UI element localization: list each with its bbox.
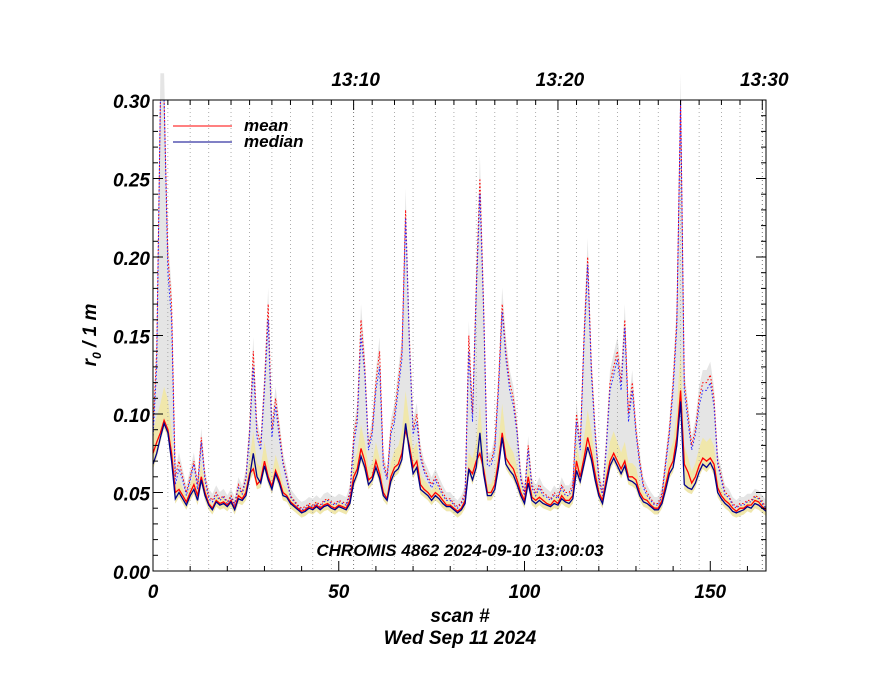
y-tick-label: 0.05 <box>113 485 150 506</box>
legend-median-label: median <box>244 132 304 151</box>
y-label-r: r <box>80 357 101 366</box>
date-label: Wed Sep 11 2024 <box>384 628 537 649</box>
y-tick-label: 0.25 <box>113 171 150 192</box>
series-lines <box>152 99 767 514</box>
series-median-dotted <box>152 99 767 511</box>
series-mean <box>152 390 767 513</box>
time-tick-label: 13:10 <box>331 70 380 91</box>
chart-annotation: CHROMIS 4862 2024-09-10 13:00:03 <box>316 541 604 560</box>
y-tick-label: 0.00 <box>113 563 150 584</box>
series-mean-dotted <box>152 99 767 509</box>
time-tick-label: 13:30 <box>740 70 789 91</box>
y-label-subscript: 0 <box>90 352 104 359</box>
y-tick-label: 0.10 <box>113 406 150 427</box>
band-gray <box>153 73 766 518</box>
y-tick-label: 0.15 <box>113 328 150 349</box>
axis-ticks: 0.00 0.05 0.10 0.15 0.20 0.25 0.30 0 50 100 150 13:… <box>113 70 789 603</box>
series-median <box>152 401 767 514</box>
y-tick-label: 0.20 <box>113 249 150 270</box>
y-axis-label: r0 / 1 m <box>80 304 104 367</box>
x-axis-label: scan # <box>430 606 490 627</box>
x-tick-label: 150 <box>694 582 726 603</box>
x-tick-label: 0 <box>148 582 159 603</box>
variance-bands <box>153 73 766 518</box>
x-tick-label: 100 <box>509 582 541 603</box>
y-tick-label: 0.30 <box>113 92 150 113</box>
legend-mean-label: mean <box>244 116 288 135</box>
x-tick-label: 50 <box>328 582 350 603</box>
band-yellow <box>153 346 766 518</box>
y-label-unit: / 1 m <box>80 304 101 353</box>
time-tick-label: 13:20 <box>536 70 585 91</box>
legend: mean median <box>173 116 304 151</box>
